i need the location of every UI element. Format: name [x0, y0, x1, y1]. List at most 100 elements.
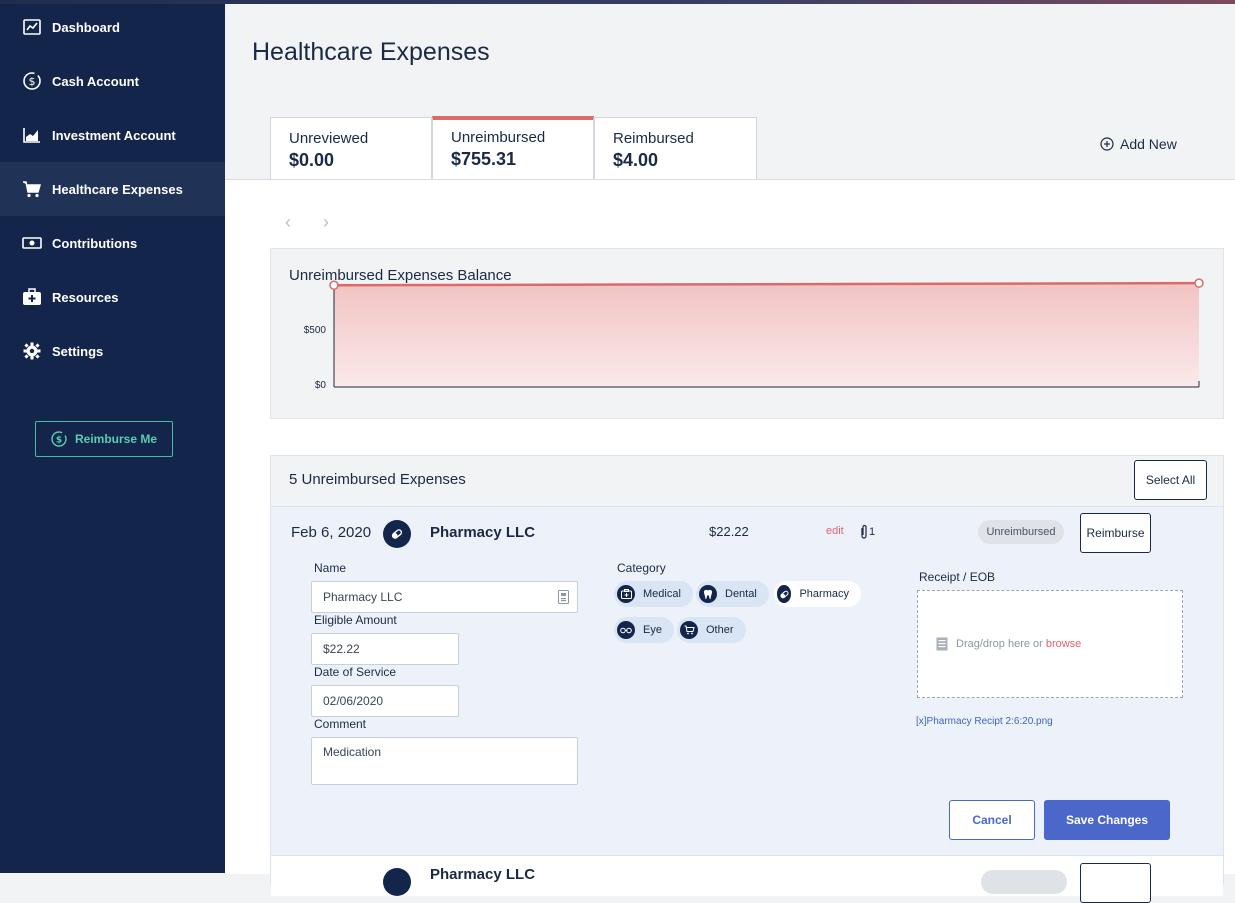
prev-page-button[interactable]: ‹: [285, 212, 291, 232]
sidebar-item-label: Resources: [52, 289, 119, 305]
chart-data-point[interactable]: [329, 280, 339, 290]
sidebar-item-contributions[interactable]: Contributions: [0, 216, 225, 270]
tab-unreviewed[interactable]: Unreviewed $0.00: [270, 117, 432, 179]
date-of-service-field[interactable]: 02/06/2020: [311, 685, 459, 717]
expenses-card: 5 Unreimbursed Expenses Select All Feb 6…: [270, 455, 1224, 903]
category-chip-label: Other: [706, 624, 734, 636]
attachment-count: 1: [869, 526, 876, 538]
category-chip-label: Dental: [725, 588, 757, 600]
y-tick-label: $0: [315, 380, 327, 391]
tab-amount: $0.00: [289, 150, 335, 170]
reimburse-me-button[interactable]: $ Reimburse Me: [35, 421, 173, 457]
pharmacy-icon: [383, 520, 411, 548]
name-field[interactable]: Pharmacy LLC: [311, 581, 578, 613]
comment-field[interactable]: Medication: [311, 737, 578, 785]
expenses-count-title: 5 Unreimbursed Expenses: [289, 471, 466, 488]
add-new-button[interactable]: Add New: [1100, 136, 1177, 152]
sidebar-item-cash-account[interactable]: $ Cash Account: [0, 54, 225, 108]
y-tick-label: $500: [304, 325, 327, 336]
comment-label: Comment: [314, 717, 367, 731]
status-badge: Unreimbursed: [978, 520, 1064, 544]
pharmacy-icon: [383, 868, 411, 896]
dollar-circle-icon: $: [22, 71, 42, 91]
cart-icon: [680, 621, 698, 639]
balance-chart-card: Unreimbursed Expenses Balance $500 $0: [270, 248, 1224, 419]
eligible-amount-label: Eligible Amount: [314, 613, 397, 627]
tab-amount: $4.00: [613, 150, 659, 170]
expense-payee: Pharmacy LLC: [430, 866, 536, 883]
table-row[interactable]: Pharmacy LLC: [271, 855, 1223, 903]
sidebar-item-label: Investment Account: [52, 127, 176, 143]
tab-amount: $755.31: [451, 149, 517, 169]
expense-date: Feb 6, 2020: [291, 524, 372, 541]
sidebar-item-label: Cash Account: [52, 73, 139, 89]
tab-unreimbursed[interactable]: Unreimbursed $755.31: [432, 116, 594, 179]
bar-chart-icon: [22, 125, 42, 145]
category-chip-medical[interactable]: Medical: [614, 581, 693, 607]
sidebar-item-label: Dashboard: [52, 19, 120, 35]
tab-label: Reimbursed: [613, 130, 694, 147]
reimburse-button[interactable]: Reimburse: [1080, 513, 1151, 553]
main-content: Healthcare Expenses Unreviewed $0.00 Unr…: [225, 0, 1235, 903]
attached-file-link[interactable]: [x]Pharmacy Recipt 2:6:20.png: [916, 716, 1053, 727]
medical-kit-icon: [22, 287, 42, 307]
reimburse-button[interactable]: [1080, 863, 1151, 903]
eligible-amount-field[interactable]: $22.22: [311, 633, 459, 665]
next-page-button[interactable]: ›: [323, 212, 329, 232]
sidebar-item-resources[interactable]: Resources: [0, 270, 225, 324]
sidebar-item-label: Contributions: [52, 235, 138, 251]
edit-link[interactable]: edit: [826, 525, 844, 537]
svg-text:$: $: [29, 75, 36, 88]
category-chip-label: Eye: [643, 624, 662, 636]
page-title: Healthcare Expenses: [252, 38, 490, 66]
browse-link[interactable]: browse: [1045, 638, 1082, 650]
sidebar-item-healthcare-expenses[interactable]: Healthcare Expenses: [0, 162, 225, 216]
tab-reimbursed[interactable]: Reimbursed $4.00: [594, 117, 757, 179]
sidebar-item-settings[interactable]: Settings: [0, 324, 225, 378]
receipt-dropzone[interactable]: Drag/drop here or browse: [917, 590, 1183, 698]
gear-icon: [22, 341, 42, 361]
sidebar-item-investment-account[interactable]: Investment Account: [0, 108, 225, 162]
reimburse-me-label: Reimburse Me: [74, 432, 158, 446]
add-new-label: Add New: [1120, 136, 1177, 152]
chart-data-point[interactable]: [1194, 278, 1204, 288]
top-accent-bar: [0, 0, 1235, 4]
pill-icon: [777, 585, 792, 603]
sidebar-item-dashboard[interactable]: Dashboard: [0, 0, 225, 54]
sidebar-item-label: Settings: [52, 343, 104, 359]
paperclip-icon: [861, 524, 867, 539]
cart-icon: [22, 179, 42, 199]
status-badge: [981, 870, 1067, 894]
select-all-button[interactable]: Select All: [1134, 460, 1207, 500]
category-chip-dental[interactable]: Dental: [696, 581, 769, 607]
category-chip-pharmacy[interactable]: Pharmacy: [774, 581, 861, 607]
save-changes-button[interactable]: Save Changes: [1044, 800, 1170, 840]
attachments-indicator[interactable]: 1: [859, 524, 875, 540]
expense-amount: $22.22: [709, 524, 749, 539]
chart-series-line: [333, 281, 1200, 287]
category-chip-eye[interactable]: Eye: [614, 617, 674, 643]
category-chip-other[interactable]: Other: [677, 617, 746, 643]
receipt-label: Receipt / EOB: [919, 570, 996, 584]
plus-circle-icon: [1100, 137, 1114, 151]
dashboard-icon: [22, 17, 42, 37]
svg-text:$: $: [56, 436, 62, 446]
dropzone-text: Drag/drop here or browse: [936, 637, 1081, 651]
sidebar-item-label: Healthcare Expenses: [52, 181, 183, 197]
cancel-button[interactable]: Cancel: [949, 800, 1035, 840]
dollar-circle-icon: $: [51, 431, 67, 447]
tooth-icon: [699, 585, 717, 603]
balance-chart: $500 $0: [304, 278, 1204, 391]
expenses-header: 5 Unreimbursed Expenses Select All: [271, 456, 1223, 507]
chart-area-fill: [334, 283, 1199, 387]
document-icon: [936, 637, 948, 651]
name-label: Name: [314, 561, 347, 575]
medical-kit-icon: [617, 585, 635, 603]
sidebar: Dashboard $ Cash Account Investment Acco…: [0, 0, 225, 873]
expense-payee: Pharmacy LLC: [430, 524, 536, 541]
date-of-service-label: Date of Service: [314, 665, 397, 679]
dropzone-label: Drag/drop here or: [956, 638, 1043, 650]
category-chip-label: Pharmacy: [799, 588, 849, 600]
glasses-icon: [617, 621, 635, 639]
contact-card-icon: [558, 590, 569, 604]
